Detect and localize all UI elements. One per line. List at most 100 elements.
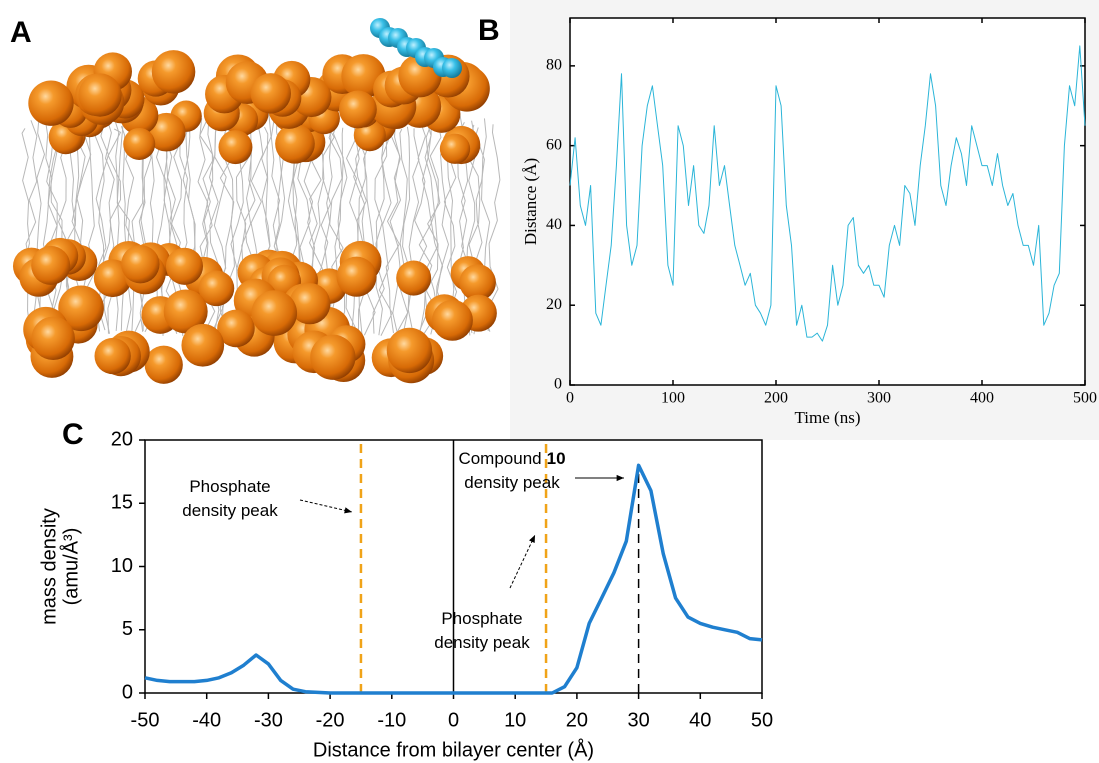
phosphate-bead: [31, 316, 75, 361]
phosphate-bead: [198, 270, 235, 307]
arrow-head: [529, 535, 535, 543]
phosphate-bead: [181, 323, 225, 367]
annotation: density peak: [182, 501, 278, 520]
lipid-tail: [116, 111, 132, 333]
annotation: Phosphate: [441, 609, 522, 628]
phosphate-bead: [431, 299, 473, 341]
lipid-tail: [112, 114, 120, 331]
phosphate-bead: [78, 73, 122, 117]
phosphate-bead: [163, 289, 208, 334]
lipid-tail: [355, 116, 367, 334]
annotation-part: density peak: [464, 473, 560, 492]
annotation: density peak: [464, 473, 560, 492]
x-tick-label: 20: [566, 709, 588, 731]
membrane-render: [12, 18, 501, 384]
phosphate-bead: [275, 123, 315, 164]
phosphate-bead: [459, 264, 496, 301]
lipid-tail: [389, 110, 402, 333]
phosphate-bead: [144, 345, 183, 384]
lipid-tail: [372, 113, 388, 334]
x-tick-label: 0: [566, 390, 574, 407]
lipid-tail: [487, 124, 501, 332]
phosphate-bead: [58, 285, 104, 332]
x-tick-label: 10: [504, 709, 526, 731]
x-tick-label: -50: [131, 709, 160, 731]
x-tick-label: -30: [254, 709, 283, 731]
y-tick-label: 0: [554, 376, 562, 393]
compound-bead: [442, 58, 462, 78]
y-tick-label: 15: [111, 492, 133, 514]
y-tick-label: 80: [546, 57, 562, 74]
phosphate-bead: [28, 80, 74, 126]
y-tick-label: 5: [122, 618, 133, 640]
x-axis-label: Distance from bilayer center (Å): [313, 738, 594, 761]
plot-frame: [569, 17, 1086, 386]
phosphate-bead: [217, 309, 255, 348]
data-line: [569, 45, 1086, 342]
annotation-part: 10: [547, 449, 566, 468]
lipid-tail: [24, 120, 38, 332]
x-tick-label: 0: [448, 709, 459, 731]
lipid-tail: [39, 122, 53, 331]
y-tick-label: 20: [111, 428, 133, 450]
annotation-part: density peak: [434, 633, 530, 652]
x-tick-label: 300: [867, 390, 891, 407]
panel-label: A: [10, 16, 32, 49]
annotation-arrow: [509, 534, 536, 589]
annotation-part: Phosphate: [441, 609, 522, 628]
arrow-head: [616, 474, 624, 482]
y-tick-label: 20: [546, 296, 562, 313]
lipid-tail: [362, 118, 376, 336]
phosphate-bead: [439, 133, 471, 164]
x-tick-label: 500: [1073, 390, 1097, 407]
panel-label: B: [478, 14, 500, 47]
x-tick-label: -40: [192, 709, 221, 731]
phosphate-bead: [250, 73, 292, 114]
phosphate-bead: [218, 130, 253, 165]
y-tick-label: 40: [546, 216, 562, 233]
lipid-tail: [425, 119, 441, 335]
y-axis-label: mass density: [38, 508, 60, 625]
phosphate-bead: [165, 247, 204, 285]
arrow-head: [344, 507, 352, 514]
x-tick-label: 50: [751, 709, 773, 731]
phosphate-bead: [123, 127, 156, 160]
annotation-part: density peak: [182, 501, 278, 520]
annotation-part: Phosphate: [189, 477, 270, 496]
annotation: Phosphate: [189, 477, 270, 496]
lipid-tail: [385, 127, 401, 334]
data-line: [144, 463, 763, 695]
lipid-tail: [378, 110, 393, 336]
lipid-tail: [336, 127, 351, 336]
annotation: density peak: [434, 633, 530, 652]
lipid-tail: [21, 128, 32, 335]
annotation-part: Compound: [458, 449, 541, 468]
phosphate-bead: [121, 245, 160, 284]
y-axis-label: (amu/Å³): [59, 528, 82, 606]
x-tick-label: 100: [661, 390, 685, 407]
phosphate-bead: [251, 290, 298, 336]
y-tick-label: 0: [122, 681, 133, 703]
lipid-tail: [375, 128, 385, 336]
lipid-tail: [351, 128, 365, 333]
phosphate-bead: [310, 334, 356, 380]
annotation: Compound 10: [458, 449, 565, 468]
lipid-tail: [95, 126, 111, 331]
phosphate-bead: [289, 283, 331, 325]
annotation-arrow: [299, 499, 353, 513]
lipid-tail: [414, 120, 428, 335]
x-tick-label: 30: [627, 709, 649, 731]
x-tick-label: 400: [970, 390, 994, 407]
x-tick-label: 40: [689, 709, 711, 731]
y-tick-label: 10: [111, 555, 133, 577]
phosphate-bead: [338, 90, 377, 129]
phosphate-bead: [94, 337, 131, 375]
lipid-tail: [407, 128, 420, 335]
y-tick-label: 60: [546, 136, 562, 153]
phosphate-bead: [386, 327, 433, 374]
x-tick-label: -20: [316, 709, 345, 731]
x-tick-label: 200: [764, 390, 788, 407]
phosphate-bead: [336, 256, 377, 297]
lipid-tail: [429, 112, 444, 335]
